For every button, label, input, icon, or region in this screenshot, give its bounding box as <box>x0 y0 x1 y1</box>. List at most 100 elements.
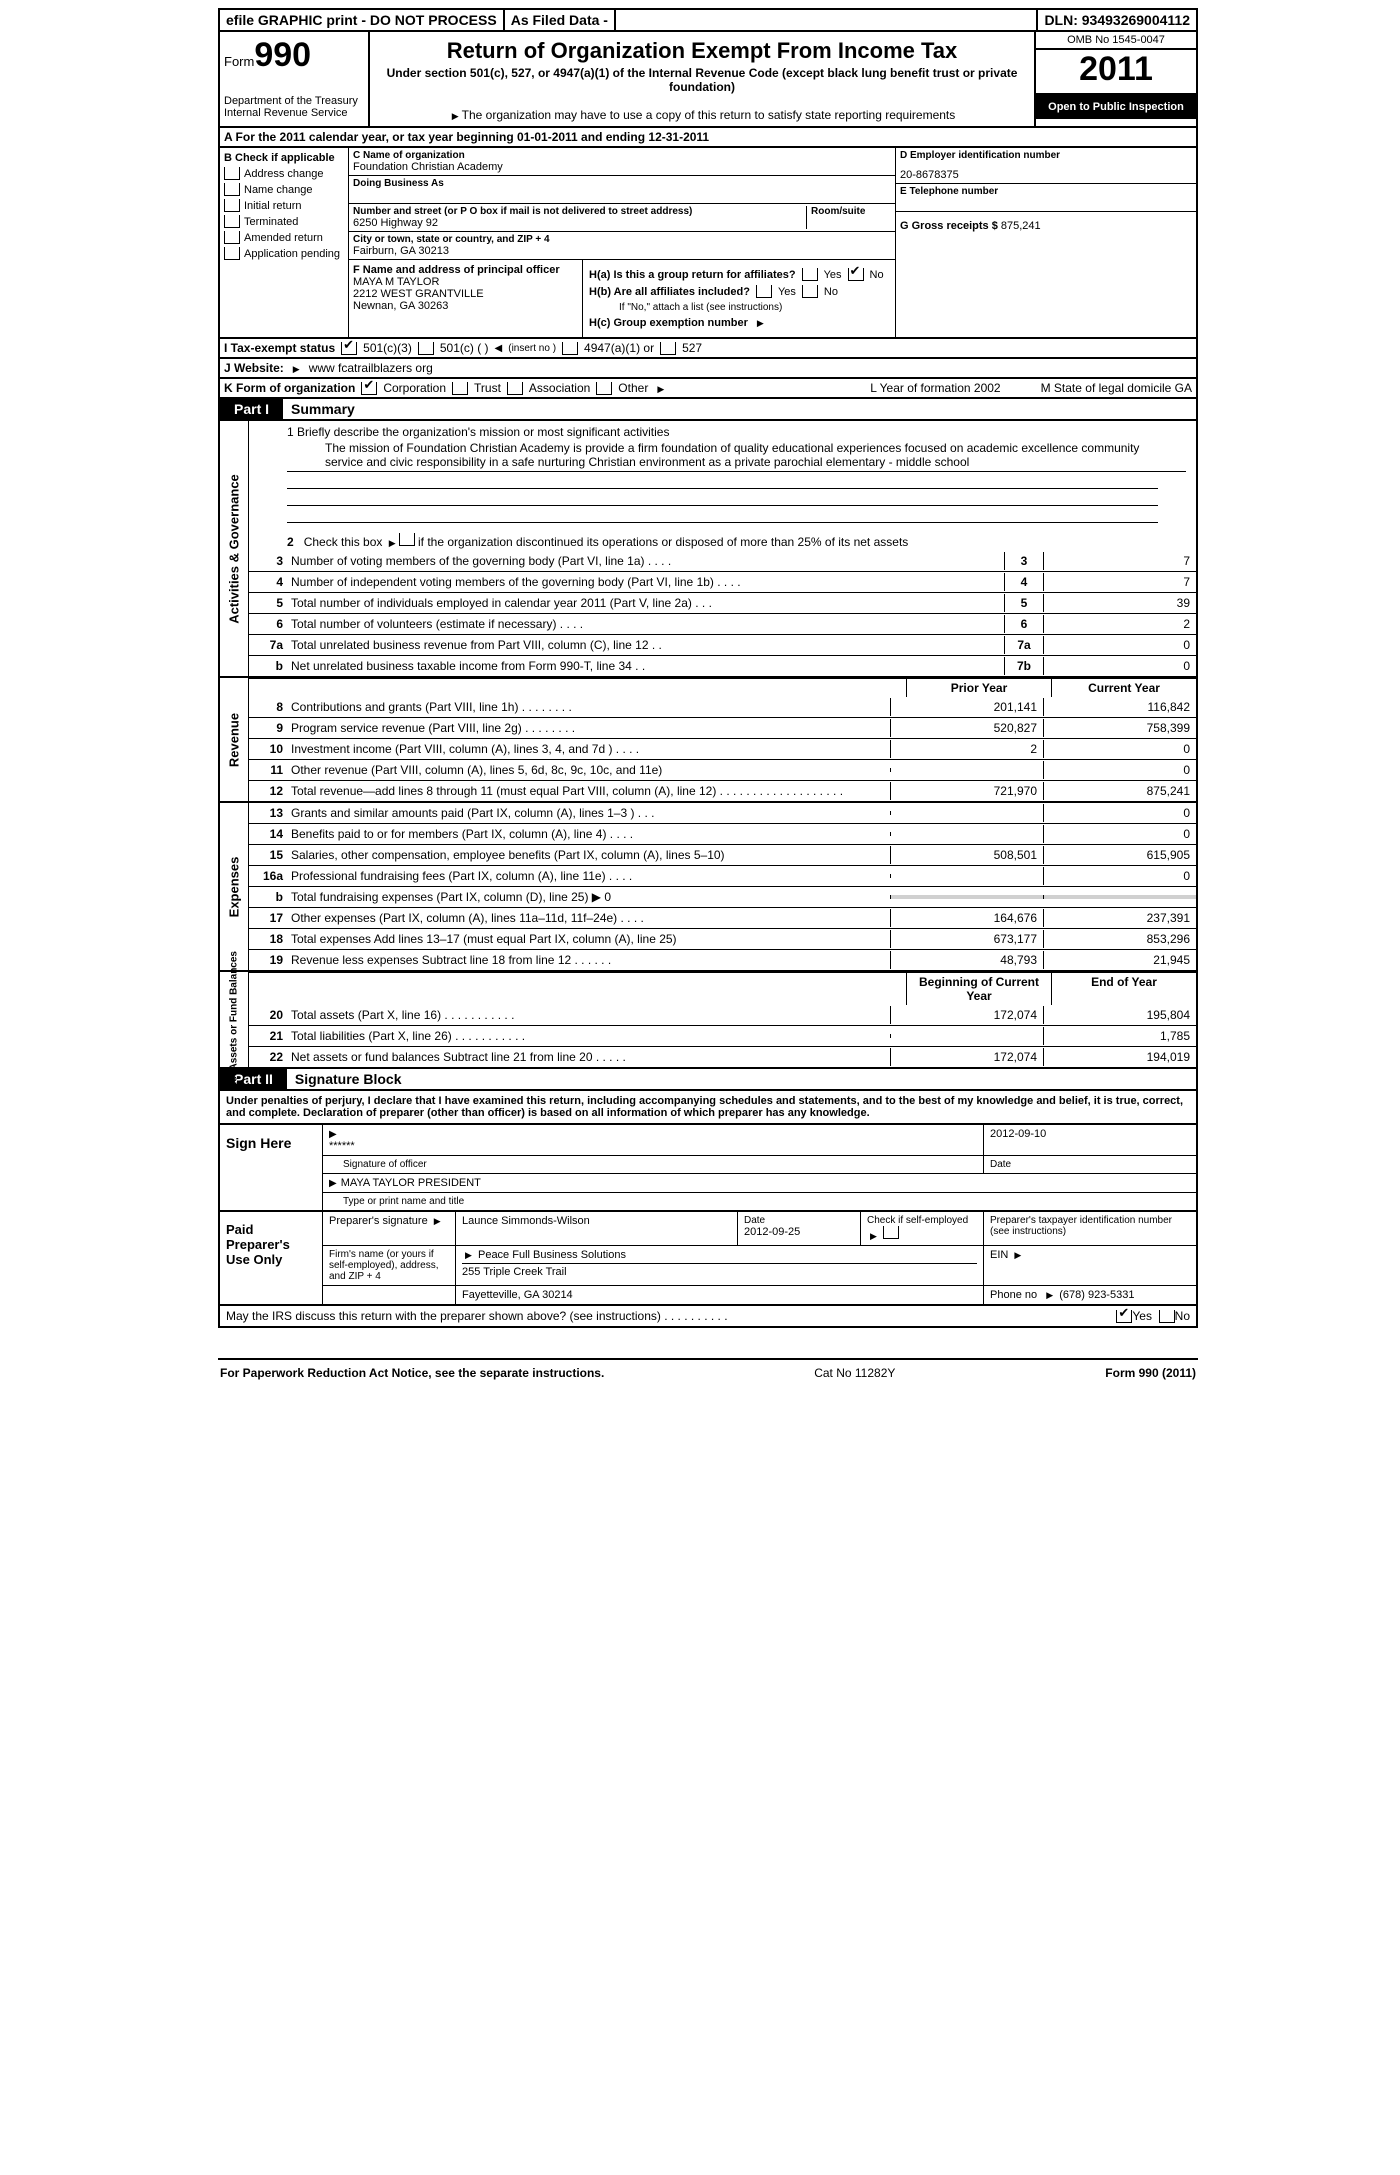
exp-body: 13Grants and similar amounts paid (Part … <box>249 803 1196 970</box>
tel-label: E Telephone number <box>900 186 1192 197</box>
col-b-header: B Check if applicable <box>224 152 344 164</box>
self-emp-label: Check if self-employed <box>867 1215 977 1226</box>
foot-left: For Paperwork Reduction Act Notice, see … <box>220 1366 604 1380</box>
chk-address-change[interactable] <box>224 167 240 180</box>
chk-501c3[interactable] <box>341 342 357 355</box>
gross-value: 875,241 <box>1001 220 1041 232</box>
form-subtitle: Under section 501(c), 527, or 4947(a)(1)… <box>378 66 1026 94</box>
data-row: bTotal fundraising expenses (Part IX, co… <box>249 886 1196 907</box>
as-filed: As Filed Data - <box>505 10 616 30</box>
chk-527[interactable] <box>660 342 676 355</box>
vlabel-exp: Expenses <box>220 803 249 970</box>
part1-header: Part I Summary <box>218 399 1198 421</box>
chk-terminated[interactable] <box>224 215 240 228</box>
hc-label: H(c) Group exemption number <box>589 317 748 329</box>
website-value: www fcatrailblazers org <box>309 361 433 375</box>
gov-section: Activities & Governance 1 Briefly descri… <box>218 421 1198 678</box>
sign-here-block: Sign Here ****** 2012-09-10 Signature of… <box>218 1125 1198 1212</box>
open-inspection: Open to Public Inspection <box>1036 95 1196 119</box>
gov-row: 3Number of voting members of the governi… <box>249 551 1196 571</box>
gov-row: 7aTotal unrelated business revenue from … <box>249 634 1196 655</box>
header-left: Form990 Department of the Treasury Inter… <box>220 32 370 126</box>
sig-date: 2012-09-10 <box>984 1125 1196 1155</box>
uline2 <box>287 491 1158 506</box>
chk-discontinued[interactable] <box>399 533 415 546</box>
data-row: 20Total assets (Part X, line 16) . . . .… <box>249 1005 1196 1025</box>
chk-name-change[interactable] <box>224 183 240 196</box>
chk-4947[interactable] <box>562 342 578 355</box>
net-section: Net Assets or Fund Balances Beginning of… <box>218 972 1198 1069</box>
data-row: 18Total expenses Add lines 13–17 (must e… <box>249 928 1196 949</box>
k-label: K Form of organization <box>224 381 355 395</box>
mission-text: The mission of Foundation Christian Acad… <box>287 441 1186 472</box>
vlabel-net: Net Assets or Fund Balances <box>220 972 249 1067</box>
dba-label: Doing Business As <box>353 178 891 189</box>
uline3 <box>287 508 1158 523</box>
org-name: Foundation Christian Academy <box>353 161 891 173</box>
chk-other[interactable] <box>596 382 612 395</box>
sig-date-label: Date <box>984 1156 1196 1173</box>
chk-pending[interactable] <box>224 247 240 260</box>
lbl-address-change: Address change <box>244 168 324 180</box>
prep-date: 2012-09-25 <box>744 1226 854 1238</box>
ha-label: H(a) Is this a group return for affiliat… <box>589 269 796 281</box>
irs-discuss-row: May the IRS discuss this return with the… <box>218 1306 1198 1328</box>
chk-amended[interactable] <box>224 231 240 244</box>
data-row: 12Total revenue—add lines 8 through 11 (… <box>249 780 1196 801</box>
chk-self-employed[interactable] <box>883 1226 899 1239</box>
chk-hb-yes[interactable] <box>756 285 772 298</box>
irs-no: No <box>1175 1309 1190 1323</box>
data-row: 10Investment income (Part VIII, column (… <box>249 738 1196 759</box>
rev-body: Prior Year Current Year 8Contributions a… <box>249 678 1196 801</box>
chk-ha-yes[interactable] <box>802 268 818 281</box>
chk-corp[interactable] <box>361 382 377 395</box>
sig-name-label: Type or print name and title <box>323 1193 1196 1210</box>
top-bar: efile GRAPHIC print - DO NOT PROCESS As … <box>218 8 1198 32</box>
firm-city: Fayetteville, GA 30214 <box>456 1286 984 1304</box>
opt-corp: Corporation <box>383 381 446 395</box>
firm-ein-label: EIN <box>990 1249 1008 1261</box>
hb-label: H(b) Are all affiliates included? <box>589 286 750 298</box>
gov-body: 1 Briefly describe the organization's mi… <box>249 421 1196 676</box>
chk-trust[interactable] <box>452 382 468 395</box>
chk-hb-no[interactable] <box>802 285 818 298</box>
info-grid: B Check if applicable Address change Nam… <box>218 148 1198 339</box>
room-label: Room/suite <box>811 206 891 217</box>
opt-trust: Trust <box>474 381 501 395</box>
opt-4947: 4947(a)(1) or <box>584 341 654 355</box>
chk-assoc[interactable] <box>507 382 523 395</box>
dba-value <box>353 189 891 201</box>
data-row: 22Net assets or fund balances Subtract l… <box>249 1046 1196 1067</box>
chk-501c[interactable] <box>418 342 434 355</box>
vlabel-rev: Revenue <box>220 678 249 801</box>
chk-ha-no[interactable] <box>848 268 864 281</box>
col-d: D Employer identification number 20-8678… <box>895 148 1196 337</box>
data-row: 21Total liabilities (Part X, line 26) . … <box>249 1025 1196 1046</box>
uline1 <box>287 474 1158 489</box>
data-row: 15Salaries, other compensation, employee… <box>249 844 1196 865</box>
data-row: 16aProfessional fundraising fees (Part I… <box>249 865 1196 886</box>
chk-initial-return[interactable] <box>224 199 240 212</box>
ein-value: 20-8678375 <box>900 169 1192 181</box>
hb-yes: Yes <box>778 286 796 298</box>
opt-527: 527 <box>682 341 702 355</box>
gov-row: bNet unrelated business taxable income f… <box>249 655 1196 676</box>
rev-section: Revenue Prior Year Current Year 8Contrib… <box>218 678 1198 803</box>
chk-irs-yes[interactable] <box>1116 1310 1132 1323</box>
form-header: Form990 Department of the Treasury Inter… <box>218 32 1198 128</box>
topbar-spacer <box>616 10 1038 30</box>
dln: DLN: 93493269004112 <box>1038 10 1196 30</box>
sig-stars: ****** <box>329 1140 977 1152</box>
ptin-label: Preparer's taxpayer identification numbe… <box>984 1212 1196 1245</box>
lbl-amended: Amended return <box>244 232 323 244</box>
gov-row: 4Number of independent voting members of… <box>249 571 1196 592</box>
chk-irs-no[interactable] <box>1159 1310 1175 1323</box>
j-label: J Website: <box>224 361 284 375</box>
part1-title: Summary <box>283 399 363 419</box>
gov-row: 5Total number of individuals employed in… <box>249 592 1196 613</box>
data-row: 17Other expenses (Part IX, column (A), l… <box>249 907 1196 928</box>
dept2: Internal Revenue Service <box>224 107 364 119</box>
dept1: Department of the Treasury <box>224 95 364 107</box>
tel-value <box>900 197 1192 209</box>
street-value: 6250 Highway 92 <box>353 217 806 229</box>
